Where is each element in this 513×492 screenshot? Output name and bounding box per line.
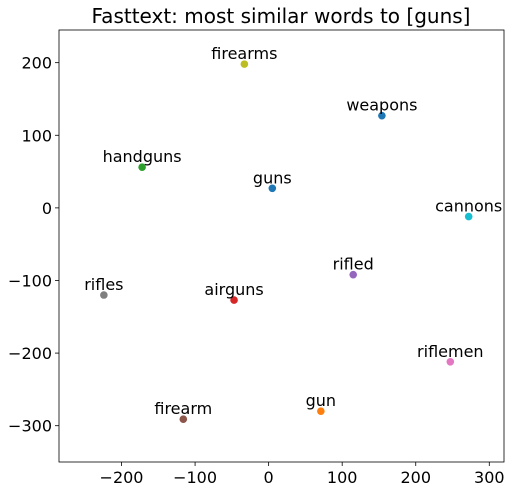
point-label-rifled: rifled <box>333 255 374 274</box>
point-airguns <box>230 296 238 304</box>
point-guns <box>268 184 277 193</box>
y-tick-label: −300 <box>8 417 52 436</box>
x-tick-label: 0 <box>264 468 274 487</box>
point-handguns <box>138 163 146 172</box>
chart-title: Fasttext: most similar words to [guns] <box>92 4 471 28</box>
y-axis: 200 100 0 −100 −200 −300 <box>8 54 59 436</box>
y-tick-label: −200 <box>8 344 52 363</box>
plot-area-frame <box>58 29 505 463</box>
y-tick-label: 200 <box>21 54 52 73</box>
point-label-firearm: firearm <box>154 399 212 418</box>
point-labels: guns gun handguns airguns rifled firearm rifle… <box>84 44 502 418</box>
point-label-guns: guns <box>253 168 292 187</box>
x-tick-label: 300 <box>474 468 505 487</box>
x-tick-label: −200 <box>100 468 144 487</box>
point-label-rifles: rifles <box>84 275 123 294</box>
x-axis: −200 −100 0 100 200 300 <box>100 462 505 487</box>
point-label-handguns: handguns <box>103 147 182 166</box>
point-label-riflemen: riflemen <box>417 342 484 361</box>
point-firearms <box>240 60 249 68</box>
point-rifles <box>100 291 108 299</box>
point-label-weapons: weapons <box>346 96 417 115</box>
point-rifled <box>349 270 358 279</box>
y-tick-label: 0 <box>42 199 52 218</box>
point-label-cannons: cannons <box>435 197 502 216</box>
y-tick-label: 100 <box>21 126 52 145</box>
data-points <box>100 60 473 423</box>
point-firearm <box>179 415 188 423</box>
point-label-gun: gun <box>306 391 336 410</box>
point-label-airguns: airguns <box>204 280 263 299</box>
point-riflemen <box>446 358 455 366</box>
point-cannons <box>464 212 473 221</box>
y-tick-label: −100 <box>8 271 52 290</box>
x-tick-label: −100 <box>173 468 217 487</box>
point-gun <box>317 407 325 415</box>
point-weapons <box>378 111 386 120</box>
x-tick-label: 200 <box>400 468 431 487</box>
x-tick-label: 100 <box>327 468 358 487</box>
point-label-firearms: firearms <box>211 44 277 63</box>
